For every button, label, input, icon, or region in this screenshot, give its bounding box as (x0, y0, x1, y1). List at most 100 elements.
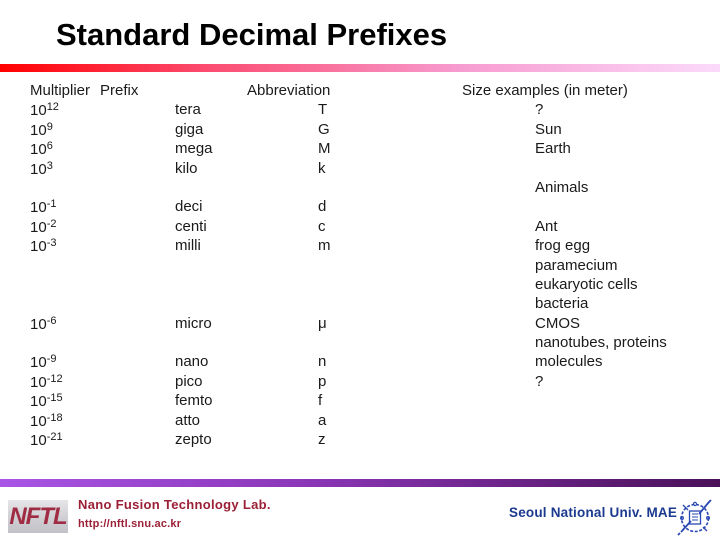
table-row: 10-6 micro μ CMOS (30, 315, 698, 334)
prefix-value: pico (175, 372, 203, 390)
table-row: Animals (30, 179, 698, 198)
table-header-row: Multiplier Prefix Abbreviation Size exam… (30, 82, 698, 101)
multiplier-exponent: -9 (46, 353, 57, 366)
abbreviation-value: G (318, 120, 330, 138)
abbreviation-value: f (318, 392, 323, 410)
multiplier-exponent: 12 (46, 101, 59, 114)
title-accent-bar (0, 64, 720, 72)
lab-name: Nano Fusion Technology Lab. (78, 497, 271, 512)
nftl-logo-text: NFTL (9, 502, 67, 530)
size-example-value: Ant (535, 217, 558, 235)
multiplier-value: 10-12 (30, 372, 63, 391)
size-example-value: paramecium (535, 256, 618, 274)
prefix-value: mega (175, 140, 213, 158)
table-row: eukaryotic cells (30, 276, 698, 295)
prefix-value: tera (175, 101, 201, 119)
prefix-value: zepto (175, 431, 212, 449)
table-row: 10-3 milli m frog egg (30, 237, 698, 256)
size-example-value: ? (535, 372, 544, 390)
multiplier-value: 109 (30, 120, 53, 139)
size-example-value: ? (535, 101, 544, 119)
header-prefix: Prefix (100, 82, 139, 99)
table-row: paramecium (30, 257, 698, 276)
prefix-value: milli (175, 237, 201, 255)
multiplier-value: 10-6 (30, 314, 57, 333)
abbreviation-value: k (318, 159, 326, 177)
table-body: 1012 tera T ? 109 giga G Sun 106 mega M … (30, 101, 698, 450)
prefix-value: giga (175, 120, 204, 138)
page-title: Standard Decimal Prefixes (56, 17, 448, 52)
size-example-value: nanotubes, proteins (535, 334, 667, 352)
table-row: nanotubes, proteins (30, 334, 698, 353)
multiplier-exponent: 6 (46, 140, 53, 153)
multiplier-value: 10-9 (30, 353, 57, 372)
size-example-value: bacteria (535, 295, 589, 313)
multiplier-value: 10-21 (30, 431, 63, 450)
multiplier-value: 10-2 (30, 217, 57, 236)
nftl-logo: NFTL (8, 500, 68, 533)
snu-seal-icon (677, 499, 712, 536)
multiplier-exponent: -2 (46, 217, 57, 230)
prefix-value: micro (175, 314, 212, 332)
table-row: 10-9 nano n molecules (30, 353, 698, 372)
multiplier-value: 10-3 (30, 237, 57, 256)
prefix-value: atto (175, 411, 201, 429)
table-row: 103 kilo k (30, 160, 698, 179)
multiplier-exponent: -21 (46, 431, 63, 444)
multiplier-value: 10-1 (30, 198, 57, 217)
footer-accent-bar (0, 479, 720, 487)
abbreviation-value: c (318, 217, 326, 235)
abbreviation-value: n (318, 353, 327, 371)
multiplier-exponent: -3 (46, 237, 57, 250)
abbreviation-value: M (318, 140, 331, 158)
multiplier-value: 1012 (30, 101, 59, 120)
table-row: 10-2 centi c Ant (30, 218, 698, 237)
header-size-examples: Size examples (in meter) (462, 82, 628, 99)
size-example-value: CMOS (535, 314, 580, 332)
size-example-value: Sun (535, 120, 562, 138)
table-row: 10-18 atto a (30, 412, 698, 431)
multiplier-value: 10-15 (30, 392, 63, 411)
table-row: 1012 tera T ? (30, 101, 698, 120)
multiplier-exponent: 9 (46, 120, 53, 133)
multiplier-exponent: 3 (46, 159, 53, 172)
multiplier-exponent: -1 (46, 198, 57, 211)
prefix-value: nano (175, 353, 209, 371)
table-row: 10-12 pico p ? (30, 373, 698, 392)
header-abbreviation: Abbreviation (247, 82, 331, 99)
university-name: Seoul National Univ. MAE (509, 505, 678, 520)
abbreviation-value: m (318, 237, 331, 255)
table-row: 10-1 deci d (30, 198, 698, 217)
prefix-value: centi (175, 217, 207, 235)
abbreviation-value: a (318, 411, 327, 429)
abbreviation-value: d (318, 198, 327, 216)
lab-url-link[interactable]: http://nftl.snu.ac.kr (78, 518, 182, 530)
prefix-value: kilo (175, 159, 198, 177)
multiplier-exponent: -6 (46, 314, 57, 327)
table-row: 10-21 zepto z (30, 431, 698, 450)
table-row: 109 giga G Sun (30, 121, 698, 140)
table-row: 10-15 femto f (30, 392, 698, 411)
prefix-value: femto (175, 392, 213, 410)
size-example-value: frog egg (535, 237, 591, 255)
abbreviation-value: p (318, 372, 327, 390)
abbreviation-value: T (318, 101, 328, 119)
abbreviation-value: z (318, 431, 326, 449)
size-example-value: molecules (535, 353, 603, 371)
size-example-value: eukaryotic cells (535, 275, 638, 293)
table-row: 106 mega M Earth (30, 140, 698, 159)
prefix-value: deci (175, 198, 203, 216)
multiplier-value: 10-18 (30, 411, 63, 430)
multiplier-exponent: -15 (46, 392, 63, 405)
multiplier-exponent: -18 (46, 411, 63, 424)
size-example-value: Earth (535, 140, 571, 158)
size-example-value: Animals (535, 178, 589, 196)
prefix-table: Multiplier Prefix Abbreviation Size exam… (30, 82, 698, 450)
header-multiplier: Multiplier (30, 82, 91, 99)
multiplier-value: 106 (30, 140, 53, 159)
abbreviation-value: μ (318, 314, 327, 332)
multiplier-value: 103 (30, 159, 53, 178)
table-row: bacteria (30, 295, 698, 314)
multiplier-exponent: -12 (46, 372, 63, 385)
